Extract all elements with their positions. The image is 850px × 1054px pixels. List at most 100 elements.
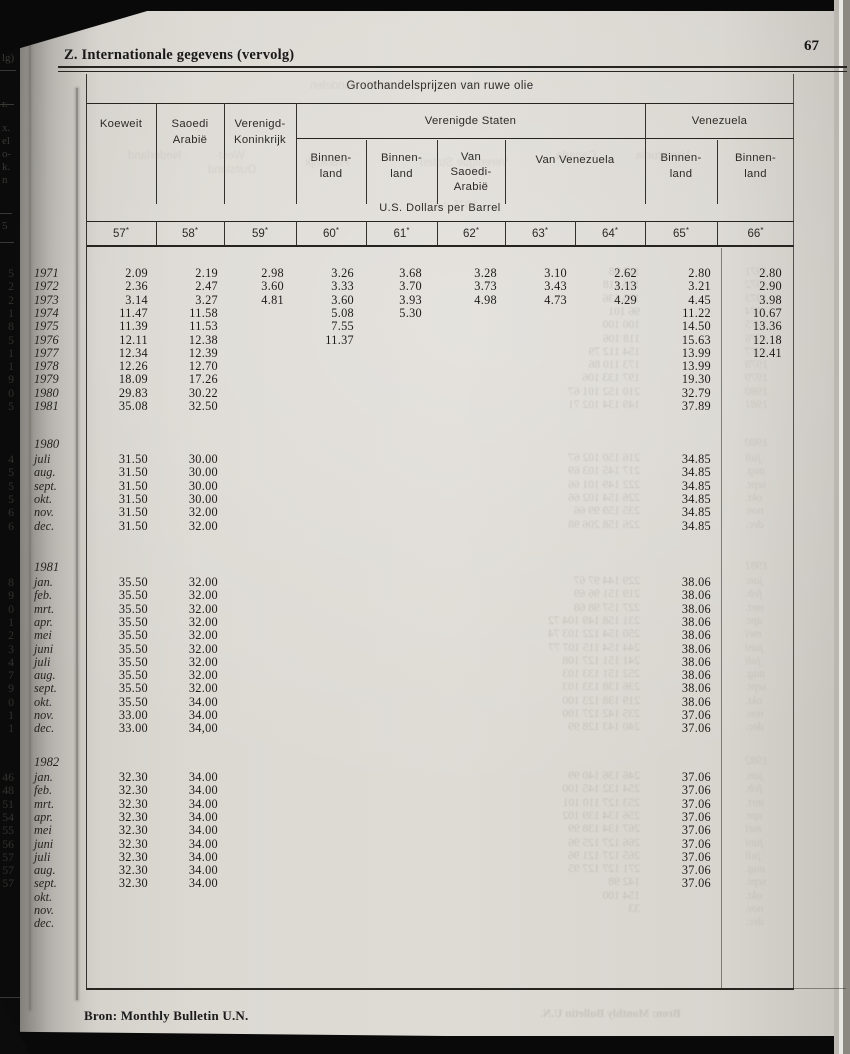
cell-value: 30.00 <box>188 491 218 506</box>
cell-value: 37.06 <box>681 849 711 864</box>
table-rule <box>86 988 794 990</box>
cell-value: 34.00 <box>188 708 218 722</box>
row-label: juli <box>34 849 51 864</box>
margin-digit-fragment: 5 <box>8 491 14 506</box>
cell-value: 34.85 <box>681 491 711 506</box>
margin-fragment: lg) <box>2 52 15 64</box>
cell-value: 3.14 <box>125 292 148 307</box>
col-header-vs-binnenland-2: Binnen- land <box>380 152 423 180</box>
row-label: nov. <box>34 505 54 520</box>
cell-value: 37.06 <box>681 823 711 838</box>
bleedthrough-numbers: 210 152 101 67 <box>568 385 640 398</box>
cell-value: 3.28 <box>474 266 497 280</box>
column-number: 61* <box>393 226 410 240</box>
bleedthrough-label: dec. <box>745 721 764 734</box>
row-label: aug. <box>34 465 56 480</box>
row-label: dec. <box>34 916 55 931</box>
bleedthrough-numbers: 142 98 <box>608 876 640 889</box>
bleedthrough-label: 1972 <box>745 279 768 292</box>
cell-value: 33.00 <box>118 721 148 736</box>
margin-rule-fragment <box>0 213 12 215</box>
cell-value: 34.85 <box>681 478 711 493</box>
page-number: 67 <box>804 38 819 54</box>
bleedthrough-numbers: 154 100 <box>602 889 640 902</box>
cell-value: 29.83 <box>118 385 148 400</box>
column-number: 65* <box>673 226 689 240</box>
cell-value: 34.00 <box>188 694 218 709</box>
cell-value: 15.63 <box>681 332 711 347</box>
bleedthrough-label: apr. <box>745 614 763 627</box>
column-number: 58* <box>182 226 198 240</box>
bleedthrough-label: sept. <box>745 681 767 694</box>
row-label: juni <box>34 641 54 656</box>
cell-value: 35.50 <box>118 614 148 629</box>
margin-digit-fragment: 4 <box>8 654 14 669</box>
column-number: 62* <box>463 226 479 240</box>
margin-digit-fragment: 9 <box>8 588 14 603</box>
cell-value: 38.06 <box>681 694 711 709</box>
column-number: 57* <box>113 226 129 240</box>
cell-value: 38.06 <box>681 628 711 643</box>
cell-value: 34.00 <box>188 796 218 811</box>
cell-value: 3.43 <box>544 279 567 294</box>
cell-value: 38.06 <box>681 588 711 603</box>
cell-value: 12.18 <box>752 332 782 347</box>
cell-value: 31.50 <box>118 452 148 466</box>
cell-value: 14.50 <box>681 319 711 334</box>
cell-value: 3.26 <box>331 266 354 280</box>
margin-fragment: n <box>2 174 8 186</box>
row-label: feb. <box>34 783 53 798</box>
subheader-divider <box>437 140 439 204</box>
bleedthrough-numbers: 235 159 99 66 <box>573 505 640 518</box>
margin-digit-fragment: 5 <box>8 478 14 493</box>
bleedthrough-text: Nederland <box>128 150 182 162</box>
cell-value: 32.79 <box>681 385 711 400</box>
margin-digit-fragment: 9 <box>8 681 14 696</box>
header-divider <box>224 103 226 204</box>
block-year-label: 1982 <box>34 755 60 769</box>
cell-value: 3.21 <box>688 279 711 294</box>
bleedthrough-label: 1981 <box>745 560 768 572</box>
cell-value: 4.29 <box>614 292 637 307</box>
bleedthrough-numbers: 96 101 <box>608 305 640 318</box>
cell-value: 30.22 <box>188 385 218 400</box>
bleedthrough-label: 1978 <box>745 359 768 372</box>
cell-value: 12.39 <box>188 345 218 360</box>
cell-value: 37.06 <box>681 876 711 891</box>
cell-value: 32.30 <box>118 823 148 838</box>
bleedthrough-text: 1975 = 100 <box>420 200 478 212</box>
col-header-ven-binnenland-1: Binnen- land <box>660 152 702 180</box>
cell-value: 32.30 <box>118 770 148 784</box>
colnum-divider <box>224 221 226 245</box>
bleedthrough-numbers: 173 110 86 <box>588 359 640 372</box>
row-label: apr. <box>34 809 53 824</box>
cell-value: 35.50 <box>118 694 148 709</box>
colnum-divider <box>366 221 368 245</box>
cell-value: 32.30 <box>118 876 148 891</box>
bleedthrough-label: 1981 <box>745 399 768 411</box>
colnum-divider <box>575 221 577 245</box>
cell-value: 37.06 <box>681 796 711 811</box>
cell-value: 38.06 <box>681 575 711 589</box>
cell-value: 3.60 <box>261 279 284 294</box>
row-label: 1979 <box>34 372 59 387</box>
table-rule-extension <box>794 988 846 990</box>
cell-value: 32.00 <box>188 575 218 589</box>
cell-value: 13.36 <box>752 319 782 334</box>
margin-digit-fragment: 46 <box>2 770 14 784</box>
bleedthrough-numbers: 250 154 122 103 74 <box>548 628 640 641</box>
cell-value: 38.06 <box>681 614 711 629</box>
margin-digit-fragment: 2 <box>8 279 14 294</box>
cell-value: 12.70 <box>188 359 218 374</box>
colnum-divider <box>156 221 158 245</box>
subheader-divider <box>505 140 507 204</box>
bleedthrough-label: 1976 <box>745 332 768 345</box>
bleedthrough-numbers: 229 144 97 67 <box>573 575 640 587</box>
margin-rule-fragment <box>0 70 16 72</box>
cell-value: 37.06 <box>681 721 711 736</box>
cell-value: 11.53 <box>189 319 218 334</box>
cell-value: 32.30 <box>118 849 148 864</box>
margin-digit-fragment: 2 <box>8 628 14 643</box>
cell-value: 38.06 <box>681 654 711 669</box>
